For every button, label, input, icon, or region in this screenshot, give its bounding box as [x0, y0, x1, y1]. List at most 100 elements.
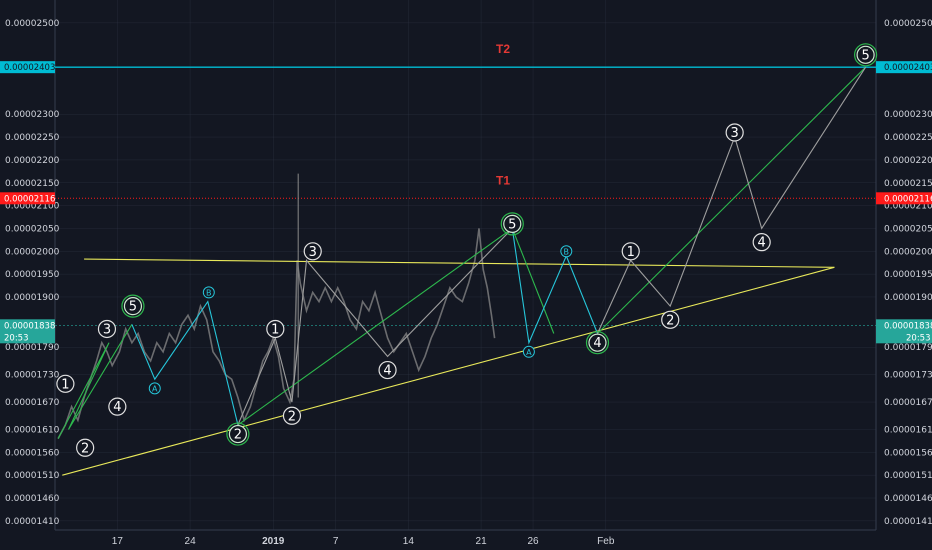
wave-label-ring-15: [621, 242, 640, 261]
wave-label-10: 3: [309, 245, 317, 260]
wave-label-17: 2: [666, 313, 674, 328]
trend-line-lower: [62, 266, 835, 476]
wave-label-18: 3: [731, 126, 739, 141]
wave-label-ring-12: [503, 214, 522, 233]
current-price-text-0: 0.00001838: [4, 321, 55, 331]
wave-path-green-impulse-1: [57, 324, 133, 439]
y-tick-right-12: 0.00001670: [884, 398, 932, 408]
price-badge-text-T1-0: 0.00002116: [4, 194, 55, 204]
wave-label-ring-17: [661, 310, 680, 329]
x-tick-6: 26: [527, 536, 539, 547]
x-tick-0: 17: [112, 536, 124, 547]
wave-label-outer-4: [121, 294, 145, 318]
wave-label-16: 4: [593, 336, 601, 351]
price-series: [57, 173, 496, 439]
y-tick-left-11: 0.00001730: [5, 371, 60, 381]
y-tick-right-14: 0.00001560: [884, 448, 932, 458]
wave-label-outer-12: [500, 212, 524, 236]
x-tick-1: 24: [185, 536, 197, 547]
x-axis: 17 24 2019 7 14 21 26 Feb: [112, 536, 615, 547]
y-axis-left: 0.00002500 0.00002300 0.00002250 0.00002200…: [5, 19, 60, 527]
wave-label-11: 4: [383, 364, 391, 379]
y-tick-right-0: 0.00002500: [884, 19, 932, 29]
y-tick-right-11: 0.00001730: [884, 371, 932, 381]
y-tick-left-15: 0.00001510: [5, 471, 60, 481]
wave-label-ring-8: [266, 319, 285, 339]
y-tick-left-17: 0.00001410: [5, 517, 60, 527]
y-tick-left-5: 0.00002100: [5, 202, 60, 212]
wave-label-ring-2: [97, 319, 117, 339]
y-tick-right-5: 0.00002100: [884, 202, 932, 212]
x-tick-5: 21: [476, 536, 488, 547]
wave-label-0: 1: [61, 377, 69, 392]
wave-label-5: A: [152, 384, 158, 393]
wave-labels: 1 2 3 4 5 A B 2 1 2 3 4 5 A B 1 4 2 3 4 5: [56, 43, 878, 457]
y-tick-right-9: 0.00001900: [884, 293, 932, 303]
wave-path-cyan-abc: [511, 228, 599, 345]
y-tick-right-2: 0.00002250: [884, 133, 932, 143]
wave-label-ring-5: [148, 382, 161, 395]
chart-grid: [55, 0, 876, 530]
trend-line-upper: [84, 258, 835, 268]
y-tick-right-15: 0.00001510: [884, 471, 932, 481]
wave-label-outer-16: [585, 331, 610, 355]
y-tick-left-6: 0.00002050: [5, 224, 60, 234]
current-price-badge-1: [876, 319, 932, 344]
y-tick-left-9: 0.00001900: [5, 293, 60, 303]
y-axis-right: 0.00002500 0.00002300 0.00002250 0.00002200…: [884, 19, 932, 527]
y-tick-left-14: 0.00001560: [5, 448, 60, 458]
wave-label-ring-10: [303, 242, 322, 261]
wave-label-9: 2: [288, 409, 296, 424]
wave-path-gray-sub-waves: [237, 228, 513, 426]
y-tick-left-13: 0.00001610: [5, 425, 60, 435]
wave-label-ring-13: [522, 345, 535, 358]
wave-label-14: B: [564, 247, 570, 256]
wave-label-ring-20: [856, 45, 875, 64]
wave-label-13: A: [526, 348, 532, 357]
price-badge-text-T2-0: 0.00002403: [4, 63, 55, 73]
y-tick-left-12: 0.00001670: [5, 398, 60, 408]
wave-label-ring-11: [378, 360, 397, 380]
wave-label-6: B: [206, 288, 212, 297]
y-tick-left-8: 0.00001950: [5, 270, 60, 280]
current-price-badge-0: [0, 319, 55, 344]
wave-label-ring-7: [228, 424, 248, 444]
y-tick-left-16: 0.00001460: [5, 494, 60, 504]
wave-label-ring-0: [56, 374, 75, 393]
y-tick-right-10: 0.00001790: [884, 343, 932, 353]
y-tick-right-16: 0.00001460: [884, 494, 932, 504]
wave-label-ring-9: [282, 406, 302, 425]
wave-label-1: 2: [81, 441, 89, 456]
price-badge-T1-0: [0, 192, 55, 205]
wave-label-12: 5: [508, 217, 516, 232]
x-tick-3: 7: [333, 536, 339, 547]
countdown-text-1: 20:53: [906, 333, 931, 343]
y-tick-left-3: 0.00002200: [5, 156, 60, 166]
wave-label-15: 1: [627, 245, 635, 260]
y-tick-right-13: 0.00001610: [884, 425, 932, 435]
y-tick-left-10: 0.00001790: [5, 343, 60, 353]
y-tick-right-6: 0.00002050: [884, 224, 932, 234]
wave-label-2: 3: [103, 322, 111, 337]
x-tick-4: 14: [403, 536, 415, 547]
x-tick-2: 2019: [262, 536, 285, 547]
wave-label-20: 5: [861, 48, 869, 63]
price-badge-T2-1: [876, 61, 932, 74]
wave-label-outer-20: [854, 43, 878, 67]
wave-label-4: 5: [129, 300, 137, 315]
wave-label-ring-16: [588, 333, 607, 352]
y-tick-left-0: 0.00002500: [5, 19, 60, 29]
price-badge-T1-1: [876, 192, 932, 205]
y-tick-left-2: 0.00002250: [5, 133, 60, 143]
trend-lines: [62, 258, 835, 476]
wave-path-gray-projection: [596, 66, 867, 334]
wave-label-7: 2: [234, 428, 242, 443]
wave-label-8: 1: [271, 322, 279, 337]
wave-label-19: 4: [758, 236, 766, 251]
wave-label-ring-3: [108, 397, 127, 416]
wave-label-ring-1: [76, 438, 95, 457]
price-badges: 0.00002403 0.00002403 0.00002116 0.00002116…: [0, 61, 932, 344]
y-tick-left-4: 0.00002150: [5, 179, 60, 189]
countdown-text-0: 20:53: [4, 333, 29, 343]
